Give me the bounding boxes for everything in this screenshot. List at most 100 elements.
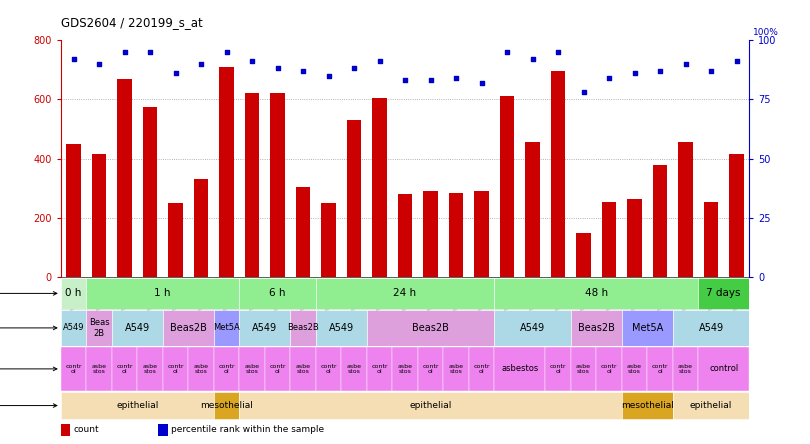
Bar (194, 179, 208, 277)
Point (730, 58, 743, 65)
Text: asbe
stos: asbe stos (678, 364, 693, 374)
Bar (500, 96, 514, 277)
Bar (622, 347, 647, 391)
Bar (188, 347, 214, 391)
Text: 1 h: 1 h (155, 289, 171, 298)
Text: asbe
stos: asbe stos (92, 364, 106, 374)
Bar (86, 347, 112, 391)
Bar (61, 347, 86, 391)
Bar (61, 392, 214, 419)
Text: A549: A549 (520, 323, 545, 333)
Bar (577, 233, 590, 277)
Text: asbe
stos: asbe stos (398, 364, 412, 374)
Text: asbe
stos: asbe stos (143, 364, 157, 374)
Text: contr
ol: contr ol (269, 364, 286, 374)
Point (67, 56, 80, 63)
Text: contr
ol: contr ol (652, 364, 668, 374)
Text: asbe
stos: asbe stos (627, 364, 642, 374)
Bar (673, 392, 749, 419)
Bar (622, 310, 673, 345)
Text: 6 h: 6 h (269, 289, 286, 298)
Bar (239, 392, 622, 419)
Bar (316, 278, 494, 309)
Text: Met5A: Met5A (632, 323, 663, 333)
Text: contr
ol: contr ol (473, 364, 490, 374)
Bar (341, 347, 367, 391)
Text: Beas
2B: Beas 2B (88, 318, 109, 337)
Point (577, 89, 590, 96)
Bar (424, 191, 437, 277)
Bar (239, 278, 316, 309)
Bar (316, 310, 367, 345)
Bar (347, 120, 361, 277)
Bar (704, 202, 718, 277)
Text: agent: agent (0, 365, 57, 373)
Bar (526, 142, 539, 277)
Text: epithelial: epithelial (409, 401, 452, 410)
Bar (730, 154, 744, 277)
Point (271, 65, 284, 72)
Text: Beas2B: Beas2B (170, 323, 207, 333)
Bar (86, 310, 112, 345)
Text: 7 days: 7 days (706, 289, 741, 298)
Text: contr
ol: contr ol (218, 364, 235, 374)
Text: Met5A: Met5A (213, 323, 240, 333)
Text: A549: A549 (698, 323, 723, 333)
Bar (112, 310, 163, 345)
Bar (443, 347, 469, 391)
Bar (571, 310, 622, 345)
Point (373, 58, 386, 65)
Bar (418, 347, 443, 391)
Bar (265, 347, 290, 391)
Text: A549: A549 (125, 323, 150, 333)
Text: control: control (709, 365, 739, 373)
Bar (602, 202, 616, 277)
Bar (653, 165, 667, 277)
Text: A549: A549 (62, 323, 84, 333)
Text: Beas2B: Beas2B (578, 323, 615, 333)
Text: contr
ol: contr ol (601, 364, 617, 374)
Bar (398, 194, 412, 277)
Text: contr
ol: contr ol (550, 364, 566, 374)
Text: contr
ol: contr ol (66, 364, 82, 374)
Bar (392, 347, 418, 391)
Point (628, 70, 641, 77)
Text: contr
ol: contr ol (422, 364, 439, 374)
Bar (163, 310, 214, 345)
Bar (494, 310, 571, 345)
Text: contr
ol: contr ol (167, 364, 184, 374)
Bar (494, 347, 545, 391)
Bar (673, 310, 749, 345)
Point (603, 74, 616, 82)
Bar (673, 347, 698, 391)
Bar (373, 98, 386, 277)
Text: epithelial: epithelial (690, 401, 732, 410)
Bar (214, 347, 239, 391)
Bar (698, 278, 749, 309)
Text: contr
ol: contr ol (371, 364, 388, 374)
Bar (239, 310, 290, 345)
Text: 100%: 100% (753, 28, 779, 37)
Bar (239, 347, 265, 391)
Text: A549: A549 (252, 323, 277, 333)
Bar (596, 347, 622, 391)
Bar (322, 203, 335, 277)
Bar (475, 191, 488, 277)
Bar (214, 392, 239, 419)
Text: cell type: cell type (0, 401, 57, 410)
Point (399, 77, 411, 84)
Bar (290, 310, 316, 345)
Point (501, 48, 514, 56)
Bar (622, 392, 673, 419)
Point (475, 79, 488, 86)
Bar (92, 154, 106, 277)
Text: cell line: cell line (0, 323, 57, 333)
Text: asbe
stos: asbe stos (347, 364, 361, 374)
Point (92, 60, 105, 67)
Text: count: count (74, 425, 100, 434)
Text: time: time (0, 289, 57, 298)
Text: asbe
stos: asbe stos (194, 364, 208, 374)
Bar (545, 347, 571, 391)
Bar (647, 347, 673, 391)
Bar (143, 107, 157, 277)
